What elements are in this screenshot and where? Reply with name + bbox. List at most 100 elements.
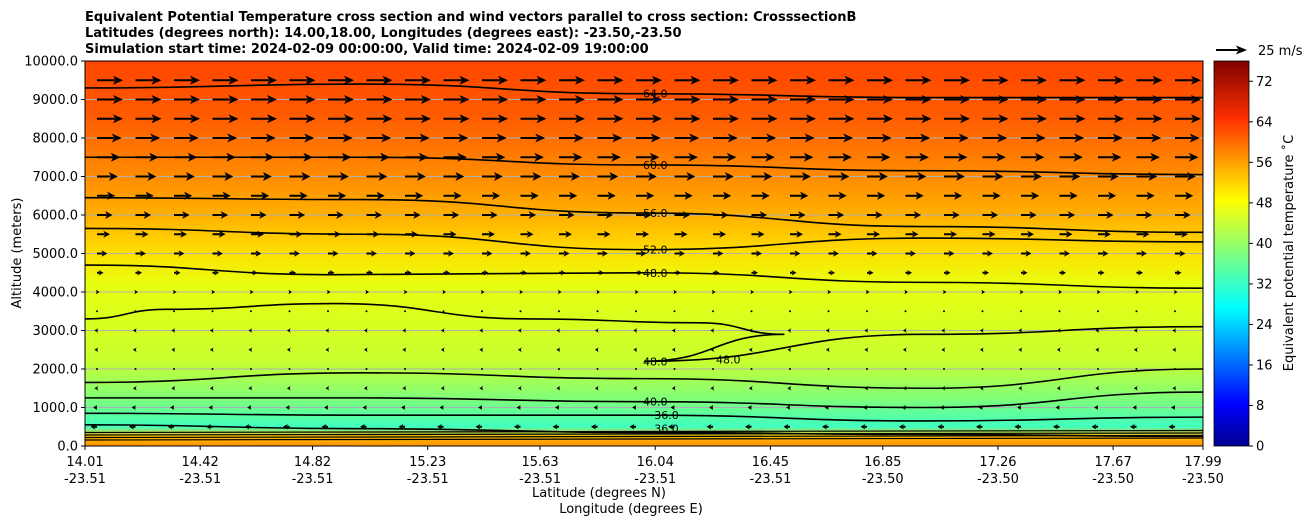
wind-vector-head [684, 191, 693, 200]
wind-vector-head [514, 423, 519, 430]
wind-vector-head [151, 114, 162, 124]
wind-vector-head [671, 328, 676, 333]
wind-vector [789, 310, 791, 313]
wind-vector-head [917, 172, 927, 181]
wind-vector-head [596, 289, 601, 295]
wind-vector-head [305, 114, 316, 124]
wind-vector-head [368, 269, 373, 276]
wind-vector-head [1075, 114, 1086, 124]
wind-vector-head [479, 328, 484, 333]
wind-vector-head [103, 230, 110, 238]
x-axis-label-latitude: Latitude (degrees N) [532, 486, 666, 501]
wind-vector-head [137, 269, 142, 276]
wind-vector-head [107, 191, 116, 200]
wind-vector-head [844, 75, 855, 85]
wind-vector-head [556, 347, 561, 353]
wind-vector-head [919, 152, 929, 162]
wind-vector-head [439, 405, 444, 410]
wind-vector-head [883, 114, 893, 124]
wind-vector-head [222, 191, 231, 200]
wind-vector-head [178, 250, 185, 257]
wind-vector-head [1073, 152, 1083, 162]
wind-vector-head [1133, 328, 1138, 333]
wind-vector-head [678, 250, 685, 257]
wind-vector-head [447, 250, 454, 257]
wind-vector [96, 368, 98, 370]
wind-vector-head [726, 152, 737, 162]
wind-vector-head [459, 95, 470, 104]
quiver-key: 25 m/s [1216, 44, 1303, 59]
y-tick-label: 6000.0 [33, 209, 79, 224]
wind-vector [635, 310, 637, 313]
wind-vector-head [860, 423, 866, 430]
wind-vector-head [382, 114, 393, 124]
wind-vector-head [915, 191, 924, 200]
wind-vector [481, 368, 483, 370]
wind-vector-head [406, 269, 412, 276]
wind-vector-head [267, 95, 277, 104]
wind-vector-head [228, 114, 239, 124]
wind-vector-head [634, 289, 639, 295]
wind-vector-head [532, 172, 542, 181]
wind-vector-head [763, 172, 773, 181]
wind-vector-head [878, 172, 888, 181]
wind-vector [288, 310, 291, 313]
wind-vector-head [517, 328, 522, 333]
wind-vector-head [286, 328, 291, 333]
wind-vector-head [842, 152, 852, 162]
wind-vector-head [363, 347, 368, 353]
wind-vector [1174, 368, 1176, 370]
wind-vector-head [415, 191, 424, 200]
wind-vector-head [1055, 405, 1060, 410]
wind-vector-head [673, 289, 678, 295]
wind-vector-head [1018, 385, 1023, 391]
wind-vector-head [151, 95, 162, 104]
wind-vector [981, 310, 984, 313]
colorbar-tick-label: 48 [1256, 196, 1273, 211]
y-axis-ticks: 0.0 1000.0 2000.0 3000.0 4000.0 5000.0 6000.0 7… [24, 55, 85, 455]
wind-vector-head [419, 133, 430, 143]
wind-vector-head [1061, 269, 1066, 276]
wind-vector-head [710, 347, 715, 353]
wind-vector-head [646, 191, 655, 200]
wind-vector-head [1189, 133, 1200, 143]
wind-vector-head [1142, 230, 1150, 238]
wind-vector-head [688, 152, 698, 162]
wind-vector-head [190, 95, 200, 104]
wind-vector-head [220, 211, 229, 219]
wind-vector-head [955, 172, 965, 181]
wind-vector-head [1140, 250, 1147, 257]
wind-vector-head [825, 347, 830, 353]
wind-vector-head [979, 347, 984, 353]
wind-vector-head [228, 95, 239, 104]
wind-vector-head [1172, 328, 1177, 333]
wind-vector-head [1151, 133, 1162, 143]
wind-vector-head [1173, 289, 1178, 295]
wind-vector-head [649, 152, 660, 162]
wind-vector-head [864, 385, 869, 391]
contour-line-36 [85, 412, 1203, 422]
wind-vector-head [496, 133, 507, 143]
wind-vector [673, 368, 676, 370]
wind-vector-head [519, 289, 524, 295]
y-tick-label: 4000.0 [33, 286, 79, 301]
wind-vector-head [167, 423, 173, 430]
wind-vector [1097, 368, 1099, 370]
wind-vector [750, 310, 753, 313]
wind-vector-head [998, 114, 1009, 124]
wind-vector-head [941, 385, 946, 391]
wind-vector-head [593, 405, 598, 410]
wind-vector-head [650, 133, 661, 143]
wind-vector-head [295, 230, 303, 238]
wind-vector-head [727, 133, 738, 143]
colorbar-label: Equivalent potential temperature ˚C [1281, 135, 1297, 371]
wind-vector-head [110, 152, 121, 162]
wind-vector [943, 310, 945, 313]
wind-vector-head [976, 423, 981, 430]
contour-label: 52.0 [643, 244, 668, 257]
wind-vector-head [244, 423, 250, 430]
x-tick-label-lat: 17.26 [979, 455, 1016, 470]
wind-vector-head [806, 75, 816, 85]
wind-vector-head [363, 385, 368, 391]
wind-vector-head [190, 114, 200, 124]
